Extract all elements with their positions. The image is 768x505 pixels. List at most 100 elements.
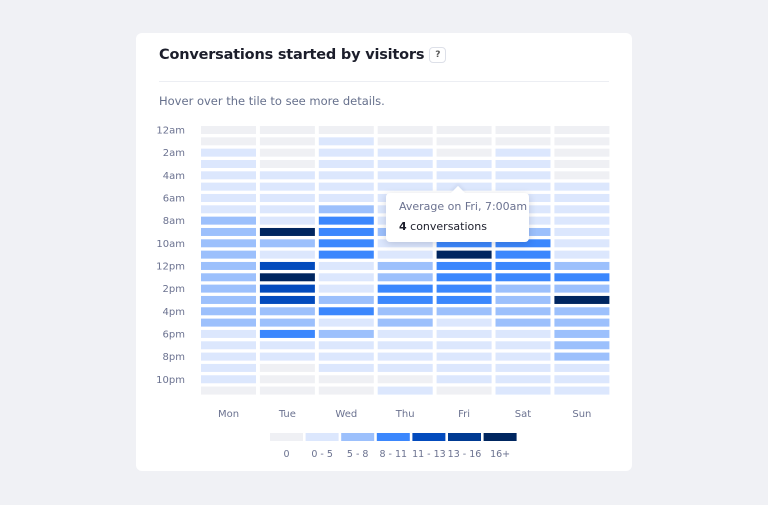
heatmap-cell[interactable] [495,363,551,372]
heatmap-cell[interactable] [201,227,256,236]
heatmap-cell[interactable] [495,137,551,146]
heatmap-cell[interactable] [377,182,433,191]
heatmap-cell[interactable] [495,126,551,134]
heatmap-cell[interactable] [554,193,610,202]
heatmap-cell[interactable] [259,193,315,202]
heatmap-cell[interactable] [259,159,315,168]
heatmap-cell[interactable] [318,261,374,270]
heatmap-cell[interactable] [201,363,256,372]
heatmap-cell[interactable] [259,261,315,270]
heatmap-cell[interactable] [201,250,256,259]
heatmap-cell[interactable] [436,318,492,327]
heatmap-cell[interactable] [377,126,433,134]
heatmap-cell[interactable] [495,375,551,384]
heatmap-cell[interactable] [495,307,551,316]
heatmap-cell[interactable] [259,239,315,248]
heatmap-cell[interactable] [259,295,315,304]
heatmap-cell[interactable] [554,182,610,191]
heatmap-cell[interactable] [436,159,492,168]
heatmap-cell[interactable] [377,261,433,270]
heatmap-cell[interactable] [377,273,433,282]
help-icon[interactable]: ? [429,47,447,63]
heatmap-cell[interactable] [554,341,610,350]
heatmap-cell[interactable] [318,159,374,168]
heatmap-cell[interactable] [377,239,433,248]
heatmap-cell[interactable] [201,137,256,146]
heatmap-cell[interactable] [318,295,374,304]
heatmap-cell[interactable] [554,363,610,372]
heatmap-cell[interactable] [377,137,433,146]
heatmap-cell[interactable] [554,216,610,225]
heatmap-cell[interactable] [377,171,433,180]
heatmap-cell[interactable] [259,216,315,225]
heatmap-cell[interactable] [377,363,433,372]
heatmap-cell[interactable] [436,126,492,134]
heatmap-cell[interactable] [377,386,433,395]
heatmap-cell[interactable] [495,295,551,304]
heatmap-cell[interactable] [436,341,492,350]
heatmap-cell[interactable] [318,182,374,191]
heatmap-cell[interactable] [436,352,492,361]
heatmap-cell[interactable] [377,159,433,168]
heatmap-cell[interactable] [436,137,492,146]
heatmap-cell[interactable] [495,148,551,157]
heatmap-cell[interactable] [259,375,315,384]
heatmap-cell[interactable] [201,284,256,293]
heatmap-cell[interactable] [259,171,315,180]
heatmap-cell[interactable] [495,284,551,293]
heatmap-cell[interactable] [495,341,551,350]
heatmap-cell[interactable] [201,307,256,316]
heatmap-cell[interactable] [554,239,610,248]
heatmap-cell[interactable] [554,205,610,214]
heatmap-cell[interactable] [201,159,256,168]
heatmap-cell[interactable] [259,227,315,236]
heatmap-cell[interactable] [318,227,374,236]
heatmap-cell[interactable] [436,307,492,316]
heatmap-cell[interactable] [259,137,315,146]
heatmap-cell[interactable] [259,329,315,338]
heatmap-cell[interactable] [201,239,256,248]
heatmap-cell[interactable] [201,126,256,134]
heatmap-cell[interactable] [495,318,551,327]
heatmap-cell[interactable] [495,329,551,338]
heatmap-cell[interactable] [554,126,610,134]
heatmap-cell[interactable] [201,148,256,157]
heatmap-cell[interactable] [554,318,610,327]
heatmap-cell[interactable] [554,250,610,259]
heatmap-cell[interactable] [318,273,374,282]
heatmap-cell[interactable] [436,171,492,180]
heatmap-cell[interactable] [259,386,315,395]
heatmap-cell[interactable] [318,148,374,157]
heatmap-cell[interactable] [201,352,256,361]
heatmap-cell[interactable] [436,386,492,395]
heatmap-cell[interactable] [318,239,374,248]
heatmap-cell[interactable] [259,126,315,134]
heatmap-cell[interactable] [201,273,256,282]
heatmap-cell[interactable] [201,171,256,180]
heatmap-cell[interactable] [201,329,256,338]
heatmap-cell[interactable] [318,216,374,225]
heatmap-cell[interactable] [318,329,374,338]
heatmap-cell[interactable] [201,341,256,350]
heatmap-cell[interactable] [554,137,610,146]
heatmap-cell[interactable] [436,250,492,259]
heatmap-cell[interactable] [436,295,492,304]
heatmap-cell[interactable] [436,273,492,282]
heatmap-cell[interactable] [377,284,433,293]
heatmap-cell[interactable] [377,375,433,384]
heatmap-cell[interactable] [554,375,610,384]
heatmap-cell[interactable] [259,352,315,361]
heatmap-cell[interactable] [495,386,551,395]
heatmap-cell[interactable] [201,375,256,384]
heatmap-cell[interactable] [554,273,610,282]
heatmap-cell[interactable] [554,386,610,395]
heatmap-cell[interactable] [201,318,256,327]
heatmap-cell[interactable] [377,250,433,259]
heatmap-cell[interactable] [495,250,551,259]
heatmap-cell[interactable] [436,363,492,372]
heatmap-cell[interactable] [318,375,374,384]
heatmap-cell[interactable] [436,148,492,157]
heatmap-cell[interactable] [259,182,315,191]
heatmap-cell[interactable] [201,295,256,304]
heatmap-cell[interactable] [318,193,374,202]
